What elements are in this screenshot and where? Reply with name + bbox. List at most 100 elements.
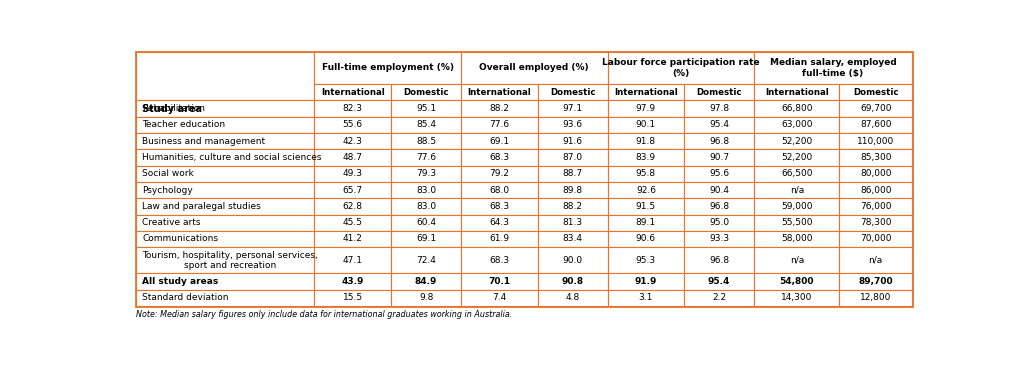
Bar: [685, 247, 754, 274]
Text: 89.8: 89.8: [562, 186, 583, 195]
Bar: [607, 247, 685, 274]
Bar: [136, 198, 315, 215]
Text: 69.1: 69.1: [490, 137, 509, 146]
Text: 66,500: 66,500: [781, 169, 812, 178]
Text: 41.2: 41.2: [343, 234, 363, 243]
Text: 66,800: 66,800: [781, 104, 812, 113]
Text: 88.7: 88.7: [562, 169, 583, 178]
Text: 90.0: 90.0: [562, 256, 583, 265]
Bar: [839, 84, 912, 101]
Text: 68.3: 68.3: [490, 202, 509, 211]
Text: Law and paralegal studies: Law and paralegal studies: [142, 202, 261, 211]
Bar: [754, 117, 839, 133]
Bar: [754, 274, 839, 290]
Bar: [839, 231, 912, 247]
Text: 84.9: 84.9: [415, 277, 437, 286]
Text: 47.1: 47.1: [342, 256, 363, 265]
Text: 97.8: 97.8: [709, 104, 730, 113]
Text: 91.8: 91.8: [636, 137, 656, 146]
Bar: [754, 51, 912, 84]
Bar: [315, 101, 391, 117]
Text: 90.6: 90.6: [636, 234, 656, 243]
Text: 91.6: 91.6: [562, 137, 583, 146]
Bar: [839, 166, 912, 182]
Bar: [315, 133, 391, 149]
Text: Overall employed (%): Overall employed (%): [479, 63, 589, 72]
Text: International: International: [764, 88, 829, 97]
Text: 83.9: 83.9: [636, 153, 656, 162]
Text: Study area: Study area: [142, 104, 202, 114]
Text: 95.1: 95.1: [416, 104, 436, 113]
Text: 85.4: 85.4: [416, 120, 436, 130]
Bar: [754, 149, 839, 166]
Bar: [754, 290, 839, 306]
Text: 79.3: 79.3: [416, 169, 436, 178]
Text: 95.6: 95.6: [709, 169, 730, 178]
Text: 81.3: 81.3: [562, 218, 583, 227]
Bar: [839, 133, 912, 149]
Bar: [754, 133, 839, 149]
Text: 96.8: 96.8: [709, 256, 730, 265]
Bar: [839, 274, 912, 290]
Bar: [607, 133, 685, 149]
Text: 68.0: 68.0: [490, 186, 509, 195]
Text: 83.4: 83.4: [563, 234, 583, 243]
Text: Domestic: Domestic: [550, 88, 596, 97]
Text: 95.4: 95.4: [709, 120, 729, 130]
Bar: [607, 166, 685, 182]
Bar: [607, 149, 685, 166]
Bar: [538, 166, 607, 182]
Text: Domestic: Domestic: [853, 88, 898, 97]
Text: 95.3: 95.3: [636, 256, 656, 265]
Text: 60.4: 60.4: [416, 218, 436, 227]
Bar: [538, 215, 607, 231]
Text: 95.8: 95.8: [636, 169, 656, 178]
Bar: [538, 149, 607, 166]
Text: Communications: Communications: [142, 234, 218, 243]
Text: n/a: n/a: [790, 256, 804, 265]
Text: 91.9: 91.9: [635, 277, 657, 286]
Bar: [754, 182, 839, 198]
Text: 90.1: 90.1: [636, 120, 656, 130]
Bar: [607, 101, 685, 117]
Text: 14,300: 14,300: [781, 293, 812, 303]
Text: 52,200: 52,200: [781, 137, 812, 146]
Bar: [839, 198, 912, 215]
Text: 55,500: 55,500: [781, 218, 812, 227]
Text: 70.1: 70.1: [489, 277, 510, 286]
Text: 12,800: 12,800: [860, 293, 891, 303]
Text: 59,000: 59,000: [781, 202, 812, 211]
Text: 45.5: 45.5: [342, 218, 363, 227]
Text: 90.8: 90.8: [561, 277, 584, 286]
Text: n/a: n/a: [790, 186, 804, 195]
Text: 93.3: 93.3: [709, 234, 730, 243]
Text: Creative arts: Creative arts: [142, 218, 200, 227]
Bar: [607, 231, 685, 247]
Text: 97.9: 97.9: [636, 104, 656, 113]
Text: 92.6: 92.6: [636, 186, 656, 195]
Text: 49.3: 49.3: [342, 169, 363, 178]
Bar: [607, 274, 685, 290]
Bar: [136, 182, 315, 198]
Bar: [839, 247, 912, 274]
Text: 88.2: 88.2: [490, 104, 509, 113]
Bar: [391, 101, 461, 117]
Text: 89.1: 89.1: [636, 218, 656, 227]
Bar: [461, 133, 538, 149]
Text: 96.8: 96.8: [709, 137, 730, 146]
Bar: [461, 166, 538, 182]
Text: Full-time employment (%): Full-time employment (%): [322, 63, 454, 72]
Bar: [315, 84, 391, 101]
Text: 90.4: 90.4: [709, 186, 729, 195]
Bar: [136, 215, 315, 231]
Bar: [839, 149, 912, 166]
Text: 68.3: 68.3: [490, 256, 509, 265]
Bar: [685, 198, 754, 215]
Text: 3.1: 3.1: [639, 293, 653, 303]
Text: International: International: [614, 88, 678, 97]
Bar: [461, 231, 538, 247]
Text: 70,000: 70,000: [860, 234, 891, 243]
Bar: [315, 247, 391, 274]
Bar: [538, 231, 607, 247]
Text: Note: Median salary figures only include data for international graduates workin: Note: Median salary figures only include…: [136, 311, 512, 319]
